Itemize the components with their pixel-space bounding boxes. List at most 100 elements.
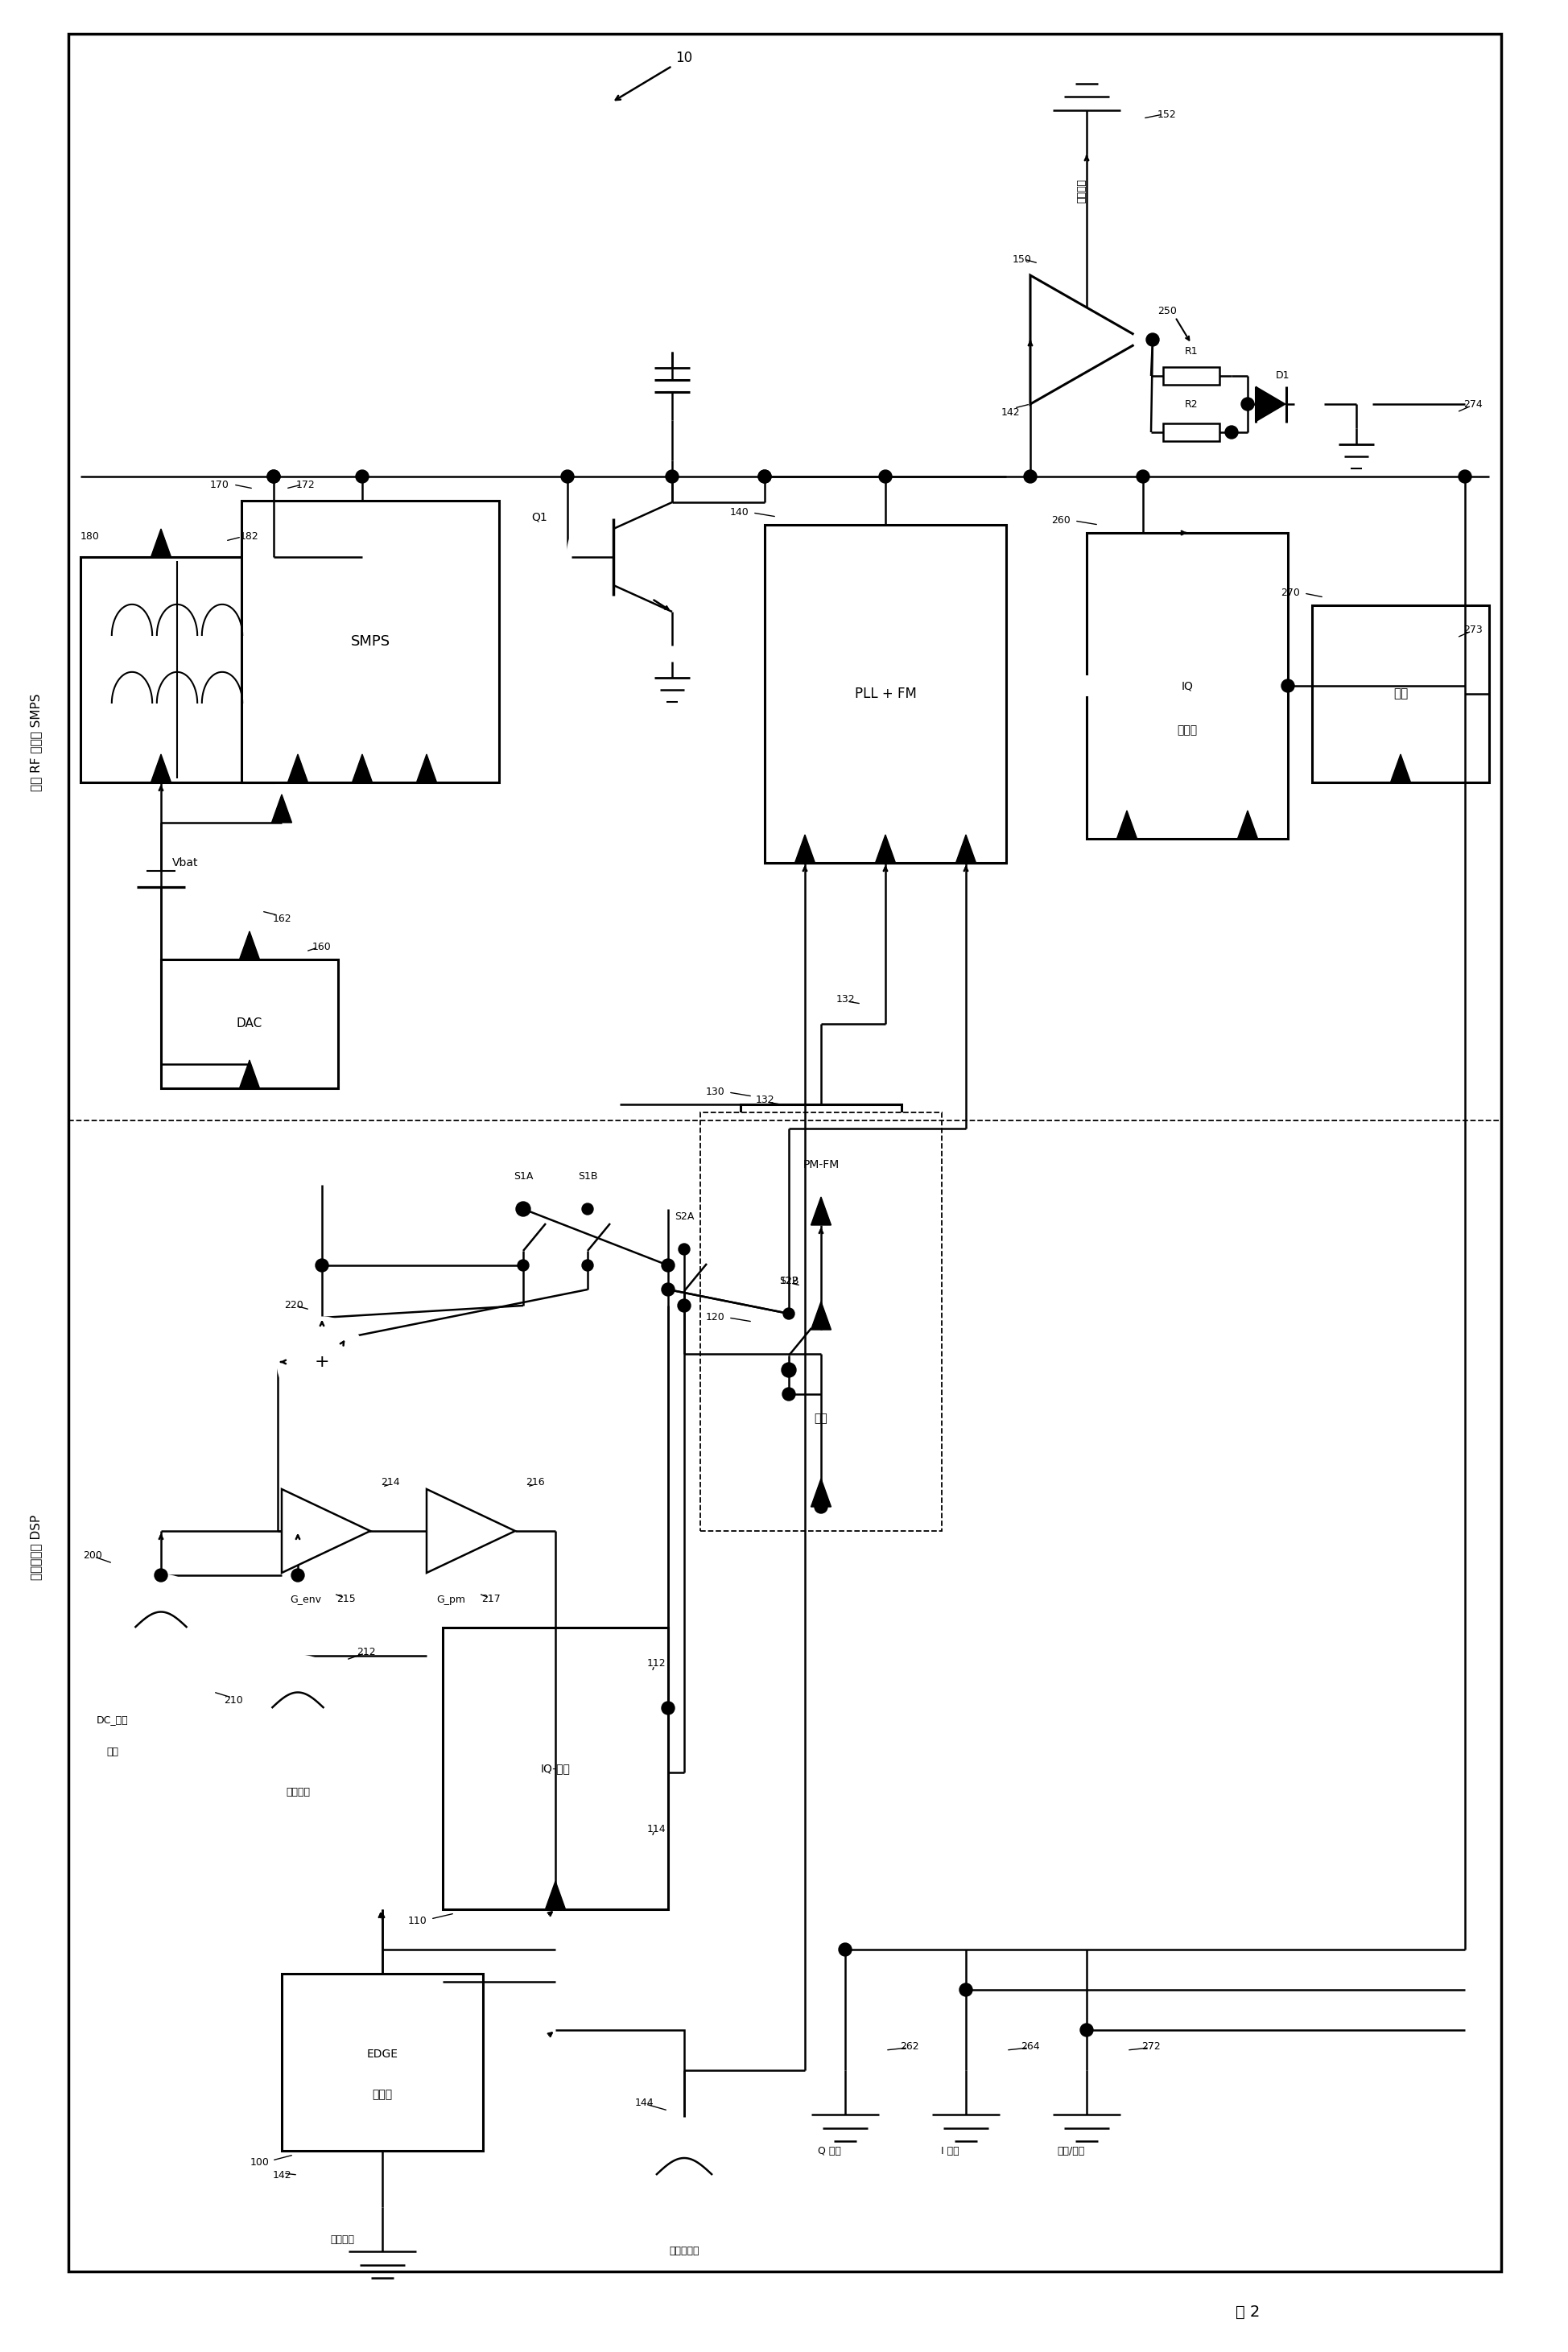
Text: 142: 142 (273, 2169, 292, 2180)
Text: S2B: S2B (779, 1277, 798, 1287)
Text: 172: 172 (296, 480, 315, 489)
Text: R2: R2 (1184, 400, 1198, 409)
Text: 220: 220 (284, 1301, 303, 1310)
Circle shape (878, 470, 891, 482)
Text: S1B: S1B (577, 1171, 597, 1183)
Circle shape (781, 1362, 795, 1378)
Circle shape (1132, 329, 1152, 350)
Polygon shape (1116, 811, 1137, 840)
Text: 132: 132 (754, 1096, 773, 1105)
Text: 160: 160 (312, 943, 331, 953)
Text: D1: D1 (1275, 372, 1289, 381)
Text: 200: 200 (83, 1550, 102, 1559)
Bar (764, 524, 1005, 863)
Text: 132: 132 (836, 995, 855, 1004)
Circle shape (814, 1501, 826, 1512)
Text: 图 2: 图 2 (1234, 2305, 1259, 2319)
Text: 122: 122 (779, 1277, 798, 1287)
Text: DAC: DAC (237, 1018, 262, 1030)
Text: 182: 182 (240, 532, 259, 541)
Circle shape (267, 470, 281, 482)
Text: 162: 162 (273, 915, 292, 924)
Polygon shape (1254, 386, 1286, 423)
Circle shape (278, 1317, 365, 1406)
Text: 212: 212 (356, 1646, 376, 1656)
Text: 264: 264 (1021, 2042, 1040, 2051)
Bar (740, 1105, 902, 1225)
Text: 电压: 电压 (107, 1748, 119, 1757)
Circle shape (315, 1258, 328, 1272)
Text: 模拟 RF 部分和 SMPS: 模拟 RF 部分和 SMPS (30, 694, 42, 790)
Polygon shape (811, 1301, 831, 1329)
Bar (162, 960, 337, 1089)
Bar (241, 501, 499, 783)
Polygon shape (240, 1061, 259, 1089)
Text: 142: 142 (1000, 407, 1019, 416)
Text: 110: 110 (408, 1917, 426, 1926)
Circle shape (782, 1308, 793, 1319)
Text: DC_偏移: DC_偏移 (97, 1715, 129, 1726)
Text: 发射频率: 发射频率 (329, 2234, 354, 2244)
Text: 控制: 控制 (1392, 687, 1406, 701)
Text: Vbat: Vbat (172, 856, 198, 868)
Circle shape (679, 1301, 690, 1310)
Text: 112: 112 (646, 1658, 665, 1670)
Text: IQ: IQ (1181, 680, 1193, 691)
Circle shape (1077, 675, 1096, 696)
Polygon shape (282, 1489, 370, 1573)
Text: 114: 114 (646, 1823, 665, 1835)
Text: +: + (314, 1355, 329, 1369)
Polygon shape (240, 931, 259, 960)
Circle shape (1024, 470, 1036, 482)
Text: 152: 152 (1157, 108, 1176, 120)
Circle shape (782, 1388, 795, 1399)
Text: IQ-极化: IQ-极化 (541, 1762, 569, 1773)
Text: 180: 180 (80, 532, 100, 541)
Circle shape (1281, 680, 1294, 691)
Circle shape (757, 470, 771, 482)
Text: 10: 10 (676, 52, 693, 66)
Text: 发射输出: 发射输出 (1076, 179, 1087, 202)
Circle shape (1135, 470, 1149, 482)
Text: 130: 130 (706, 1087, 724, 1098)
Polygon shape (1030, 275, 1143, 405)
Text: 140: 140 (729, 508, 748, 517)
Circle shape (782, 1364, 793, 1376)
Polygon shape (795, 835, 814, 863)
Bar (740, 1329, 902, 1508)
Text: 273: 273 (1463, 623, 1482, 635)
Text: 延迟: 延迟 (814, 1414, 828, 1423)
Circle shape (155, 1569, 168, 1581)
Polygon shape (1389, 755, 1410, 783)
Circle shape (1146, 334, 1159, 346)
Text: 274: 274 (1463, 400, 1482, 409)
Text: 参考振荡器: 参考振荡器 (670, 2246, 699, 2256)
Bar (1162, 423, 1218, 442)
Text: 216: 216 (525, 1477, 544, 1489)
Text: 数字基带和 DSP: 数字基带和 DSP (30, 1515, 42, 1581)
Text: 250: 250 (1157, 306, 1176, 318)
Text: 170: 170 (210, 480, 229, 489)
Text: 210: 210 (224, 1696, 243, 1705)
Text: G_env: G_env (290, 1595, 321, 1604)
Circle shape (292, 1569, 304, 1581)
Text: Q1: Q1 (532, 510, 547, 522)
Circle shape (517, 1261, 528, 1270)
Text: 150: 150 (1011, 254, 1032, 263)
Circle shape (108, 1576, 213, 1679)
Polygon shape (811, 1197, 831, 1225)
Bar (1162, 367, 1218, 386)
Polygon shape (426, 1489, 514, 1573)
Circle shape (582, 1261, 593, 1270)
Text: 测试信号: 测试信号 (285, 1788, 310, 1797)
Text: Q 信号: Q 信号 (817, 2145, 840, 2157)
Text: PLL + FM: PLL + FM (855, 687, 916, 701)
Polygon shape (287, 755, 307, 783)
Text: S2A: S2A (674, 1211, 693, 1223)
Circle shape (1080, 2023, 1093, 2037)
Polygon shape (151, 755, 171, 783)
Circle shape (1240, 397, 1253, 412)
Text: EDGE: EDGE (367, 2049, 398, 2060)
Circle shape (516, 1202, 530, 1216)
Circle shape (561, 470, 574, 482)
